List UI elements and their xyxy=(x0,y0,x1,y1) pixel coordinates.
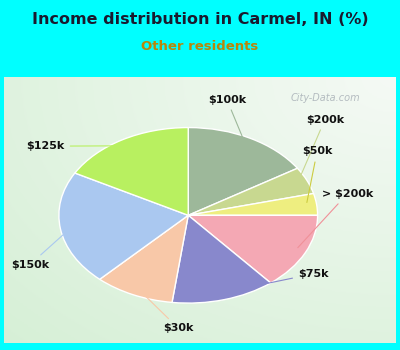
Wedge shape xyxy=(100,215,188,302)
Text: Income distribution in Carmel, IN (%): Income distribution in Carmel, IN (%) xyxy=(32,12,368,27)
Wedge shape xyxy=(188,194,318,215)
Text: Other residents: Other residents xyxy=(141,40,259,53)
Text: $100k: $100k xyxy=(208,94,246,142)
Wedge shape xyxy=(75,127,188,215)
Wedge shape xyxy=(59,173,188,279)
Text: $30k: $30k xyxy=(140,290,194,333)
Wedge shape xyxy=(188,215,318,283)
Text: $50k: $50k xyxy=(302,147,332,202)
Wedge shape xyxy=(188,127,298,215)
Text: $200k: $200k xyxy=(298,114,344,181)
Wedge shape xyxy=(172,215,271,303)
Text: City-Data.com: City-Data.com xyxy=(290,93,360,103)
Wedge shape xyxy=(188,168,314,215)
Text: > $200k: > $200k xyxy=(298,189,373,248)
Text: $150k: $150k xyxy=(11,230,69,270)
Text: $125k: $125k xyxy=(26,141,125,151)
Text: $75k: $75k xyxy=(224,269,328,292)
